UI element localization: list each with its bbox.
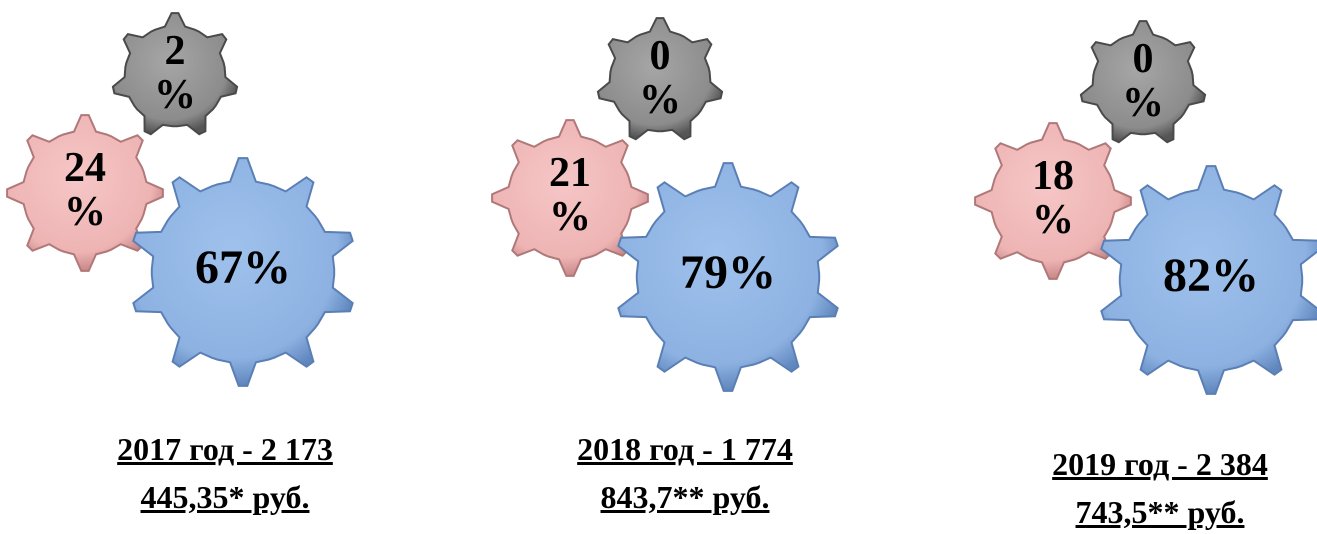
gear-label-line: 0 xyxy=(1133,36,1154,82)
gear-label: 24% xyxy=(64,145,106,235)
caption-line: 2018 год - 1 774 xyxy=(485,425,885,473)
gear-label-line: 24 xyxy=(64,145,106,191)
gear-label-line: 82% xyxy=(1163,249,1259,302)
gear-label-line: % xyxy=(639,77,681,123)
gear-label-line: 79% xyxy=(680,246,776,299)
caption-line: 2017 год - 2 173 xyxy=(25,425,425,473)
caption-line: 843,7** руб. xyxy=(485,473,885,521)
gear-label-line: % xyxy=(1032,197,1074,243)
gear-label: 82% xyxy=(1163,249,1259,302)
gear-label: 18% xyxy=(1032,153,1074,243)
gear-label-line: 0 xyxy=(650,33,671,79)
gear-label: 67% xyxy=(195,241,291,294)
page: 2%24%67%0%21%79%0%18%82% 2017 год - 2 17… xyxy=(0,0,1317,534)
gear-label: 79% xyxy=(680,246,776,299)
caption-line: 445,35* руб. xyxy=(25,473,425,521)
gear-label-line: 67% xyxy=(195,241,291,294)
gear-label-line: 21 xyxy=(549,150,591,196)
gear-label: 21% xyxy=(549,150,591,240)
gear-label-line: 18 xyxy=(1032,153,1074,199)
gear-label-line: 2 xyxy=(165,28,186,74)
gear-label-line: % xyxy=(154,72,196,118)
caption-line: 2019 год - 2 384 xyxy=(960,440,1317,488)
caption-line: 743,5** руб. xyxy=(960,488,1317,534)
gear-label-line: % xyxy=(1122,80,1164,126)
gear-label-line: % xyxy=(64,189,106,235)
gear-label-line: % xyxy=(549,194,591,240)
